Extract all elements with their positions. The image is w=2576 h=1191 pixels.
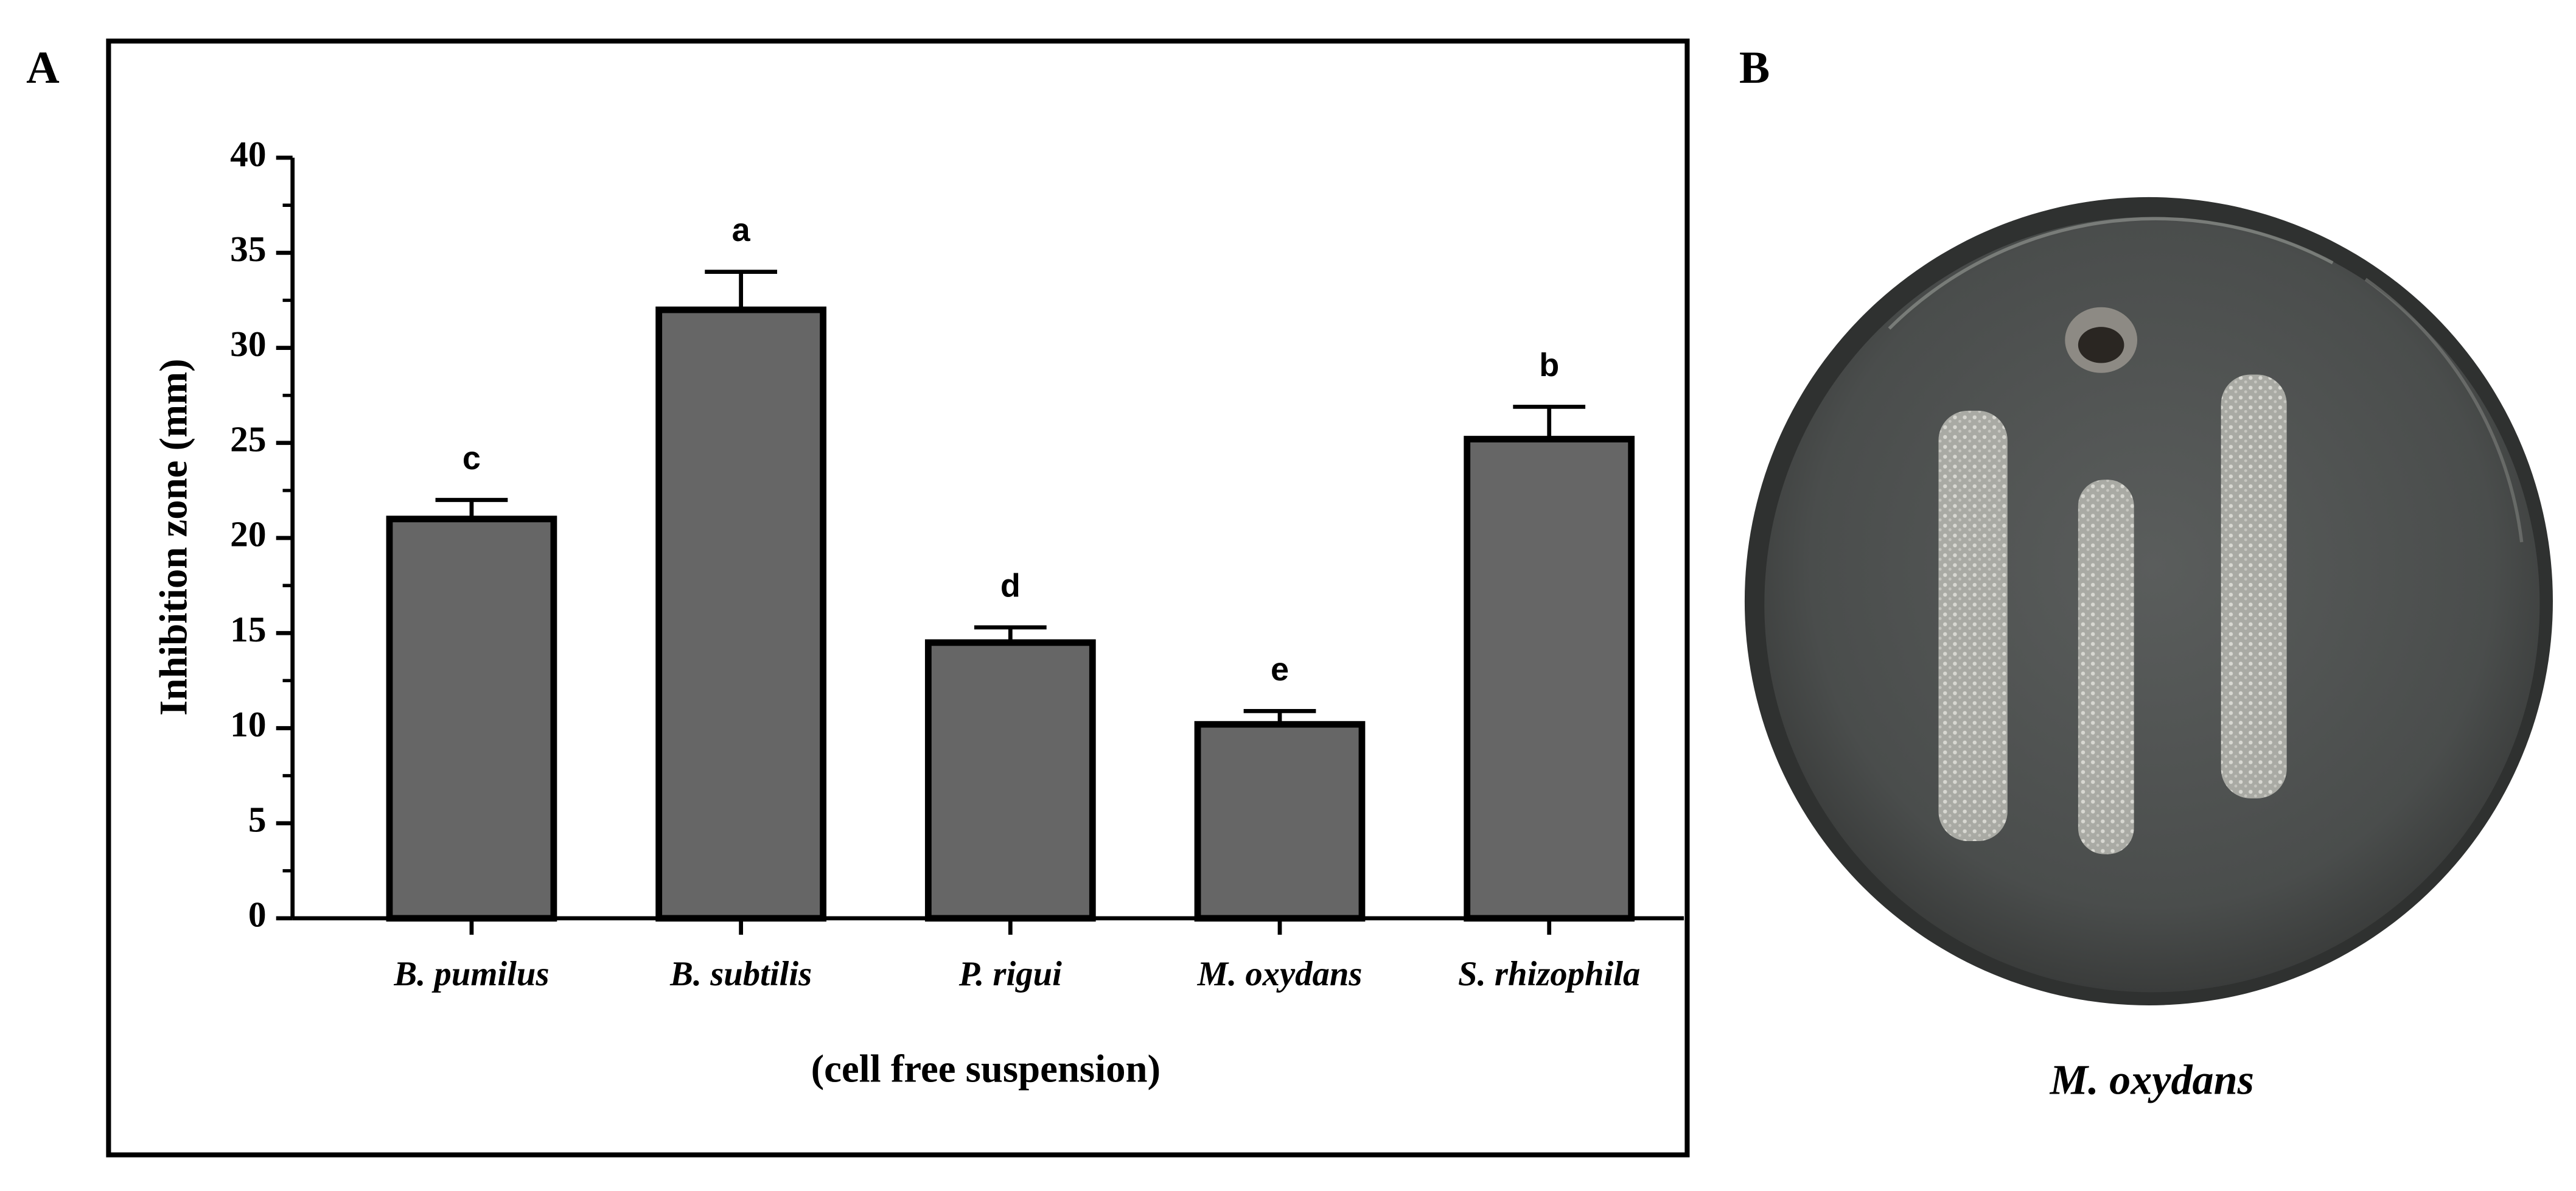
streak: [2078, 480, 2134, 854]
photo-caption: M. oxydans: [2050, 1057, 2254, 1104]
y-tick-label: 15: [230, 609, 266, 649]
streak: [1938, 410, 2008, 842]
x-tick-label: M. oxydans: [1197, 955, 1363, 993]
x-tick-label: S. rhizophila: [1458, 955, 1640, 993]
significance-label: a: [732, 212, 751, 248]
bar: [1464, 436, 1635, 922]
y-tick-label: 5: [248, 799, 267, 839]
streak: [2221, 374, 2287, 798]
panel-label: B: [1739, 43, 1770, 93]
bar: [655, 306, 826, 922]
y-tick-label: 30: [230, 324, 266, 364]
y-axis-label: Inhibition zone (mm): [152, 358, 196, 716]
rim-reflection: [1888, 217, 2334, 330]
rim-reflection: [2364, 278, 2524, 543]
x-tick-label: B. subtilis: [669, 955, 812, 993]
bar: [386, 515, 557, 922]
x-tick-label: P. rigui: [958, 955, 1062, 993]
y-tick-label: 35: [230, 229, 266, 269]
x-tick-label: B. pumilus: [393, 955, 549, 993]
y-tick-label: 10: [230, 704, 266, 744]
significance-label: b: [1539, 347, 1559, 383]
petri-dish-photo: [1744, 197, 2553, 1005]
bar: [1194, 721, 1366, 922]
agar: [1764, 217, 2540, 993]
plot: 0 5 10 15 20 25 30 35 40 B. pumilus c B. subtilis a P…: [230, 134, 1684, 993]
significance-label: c: [462, 440, 481, 477]
panel-label: A: [26, 43, 60, 93]
panel-frame: [106, 38, 1690, 1158]
y-tick-label: 0: [248, 895, 267, 935]
y-tick-label: 25: [230, 419, 266, 459]
y-tick-label: 20: [230, 514, 266, 554]
significance-label: e: [1271, 651, 1289, 688]
significance-label: d: [1000, 567, 1021, 604]
y-tick-label: 40: [230, 134, 266, 174]
bar: [924, 639, 1096, 922]
well-hole: [2078, 327, 2124, 363]
x-axis-label: (cell free suspension): [811, 1047, 1161, 1091]
